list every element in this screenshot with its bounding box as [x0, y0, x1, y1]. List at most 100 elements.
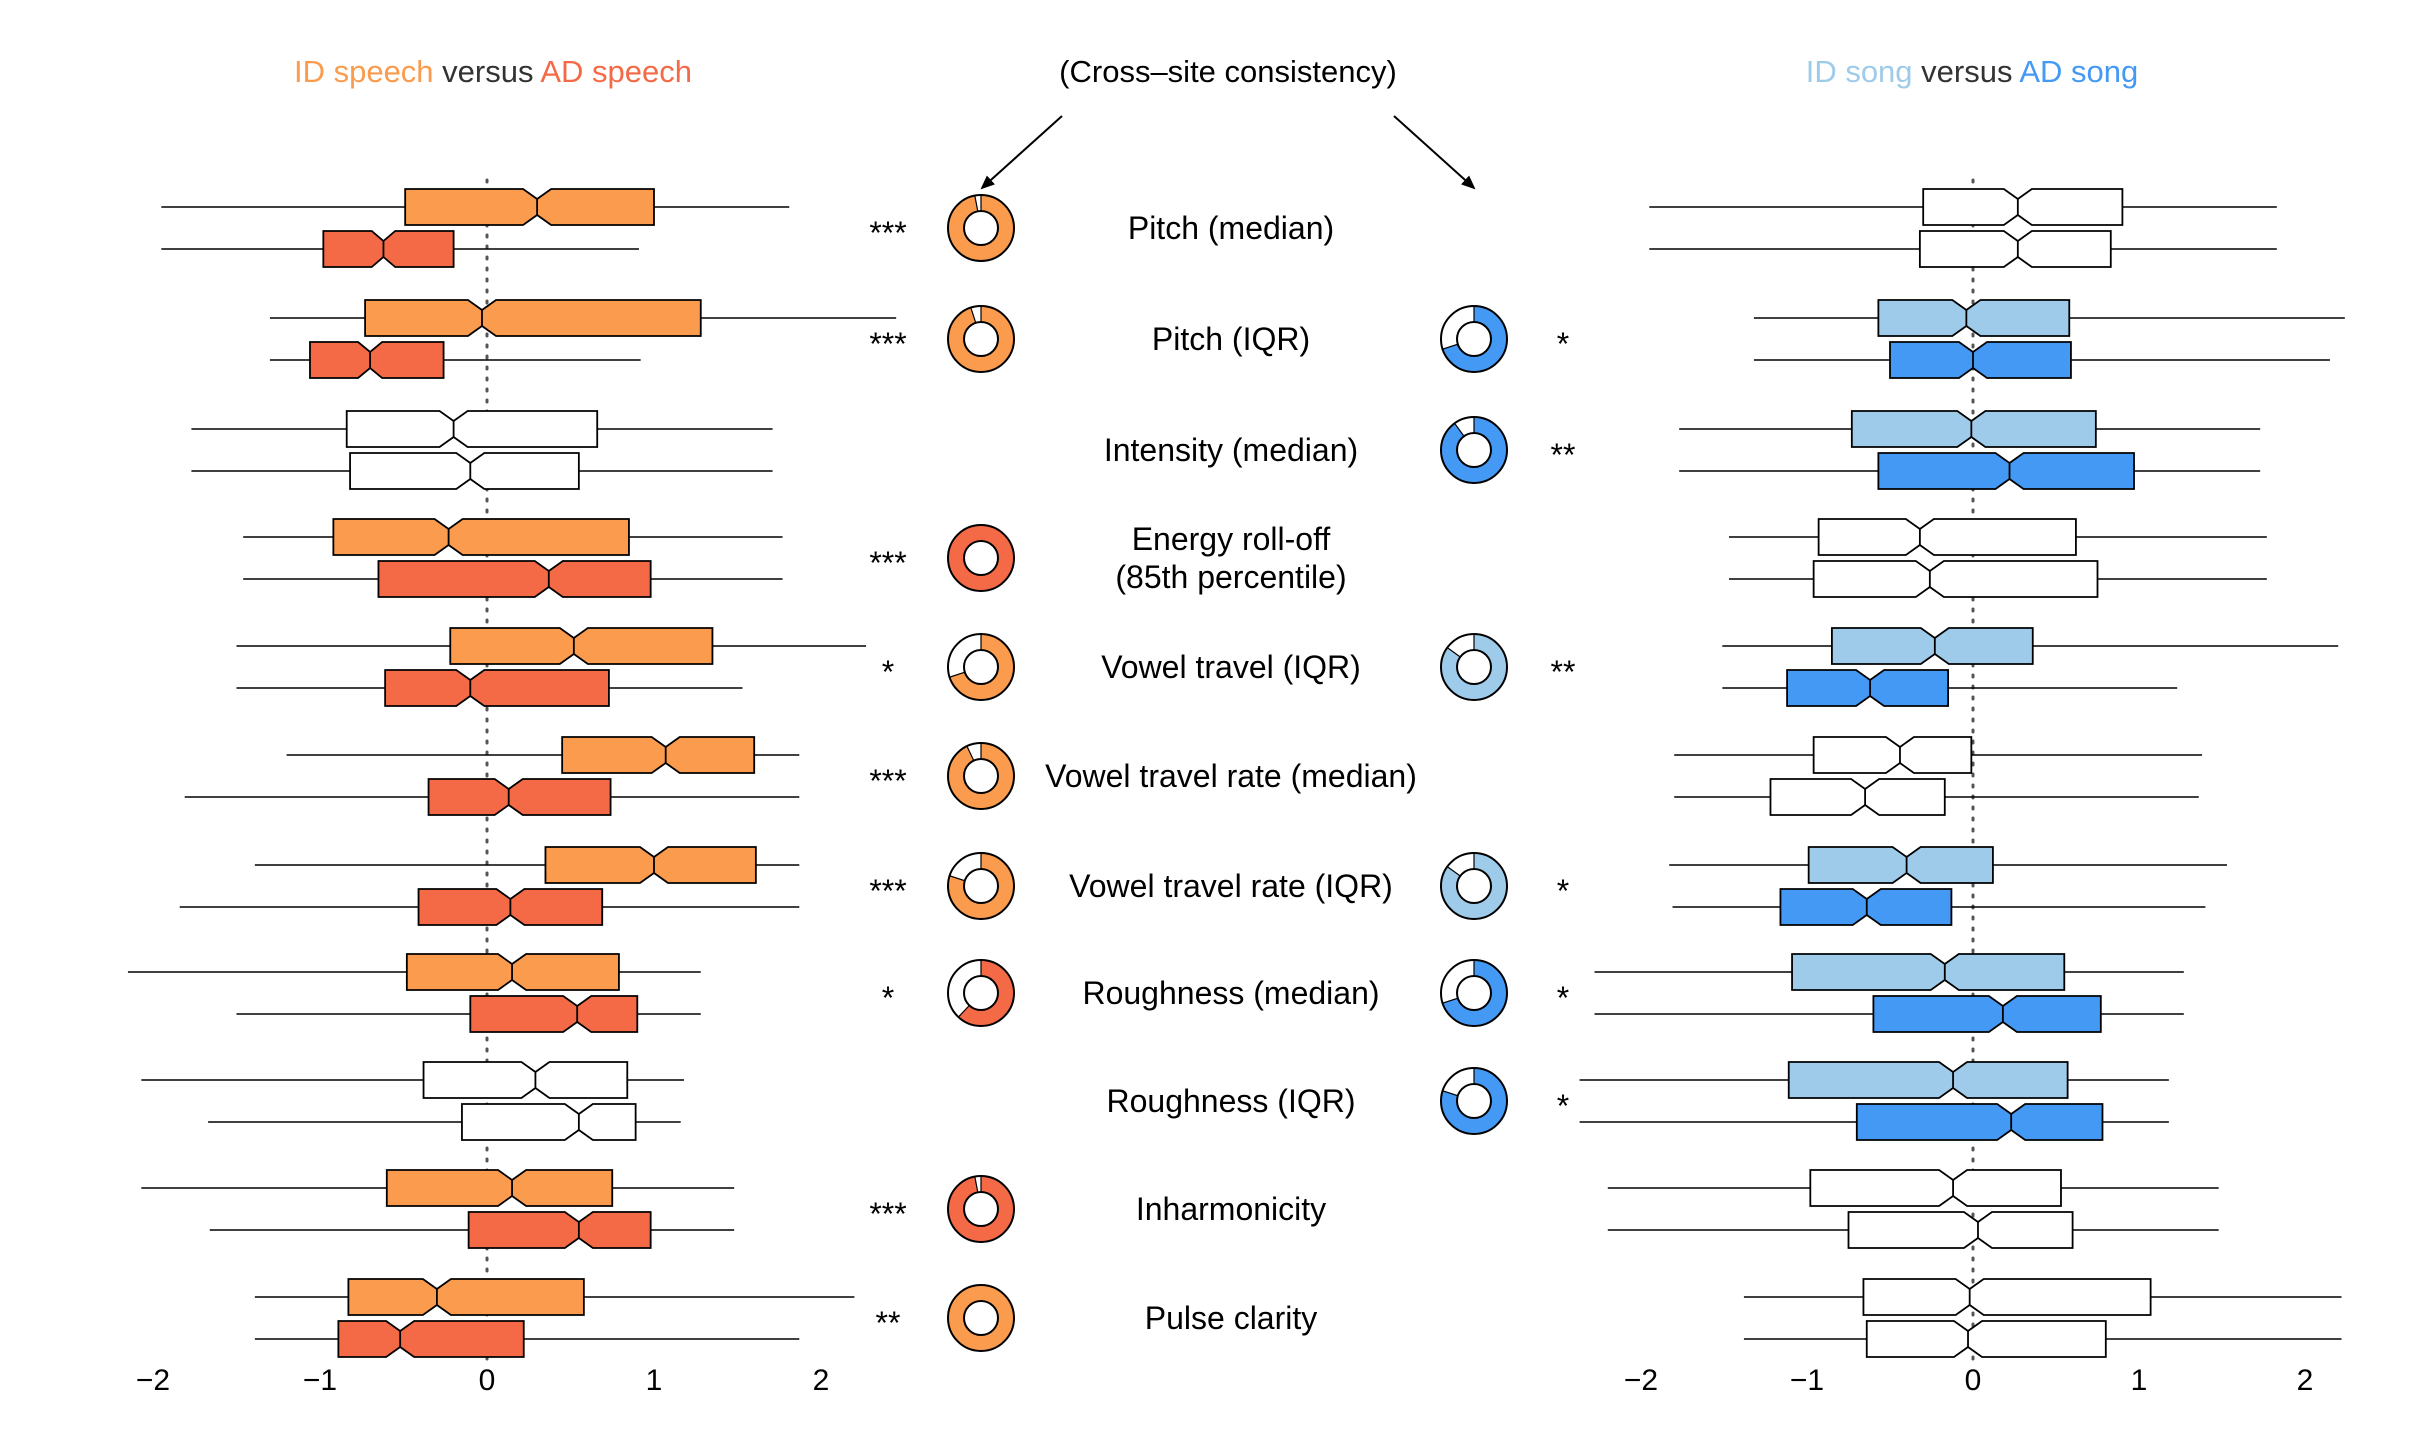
- speech-consistency-pie-1: [947, 194, 1015, 262]
- left-box-ad-1-box: [322, 230, 455, 268]
- left-box-ad-5-box: [384, 669, 610, 707]
- left-xtick-label: −1: [303, 1364, 337, 1397]
- speech-sig-8: *: [882, 980, 894, 1016]
- left-box-ad-6: [184, 778, 800, 816]
- right-box-id-2: [1753, 299, 2345, 337]
- right-box-id-2-box: [1877, 299, 2071, 337]
- arrow-to-speech-pies: [980, 115, 1063, 190]
- feature-label-9: Roughness (IQR): [1107, 1083, 1356, 1119]
- left-box-id-3-box: [345, 410, 599, 448]
- speech-sig-10: ***: [869, 1196, 906, 1232]
- right-box-ad-8-box: [1872, 995, 2102, 1033]
- right-box-id-3-box: [1850, 410, 2097, 448]
- right-box-id-8: [1594, 953, 2184, 991]
- left-box-ad-8-box: [469, 995, 639, 1033]
- feature-label-6: Vowel travel rate (median): [1045, 758, 1417, 794]
- right-xtick-label: −2: [1624, 1364, 1658, 1397]
- feature-label-7: Vowel travel rate (IQR): [1069, 868, 1393, 904]
- right-box-ad-11-box: [1865, 1320, 2107, 1358]
- speech-consistency-pie-10: [947, 1175, 1015, 1243]
- feature-label-2: Pitch (IQR): [1152, 321, 1310, 357]
- left-box-id-4-box: [332, 518, 630, 556]
- left-box-id-7-box: [544, 846, 757, 884]
- left-box-id-4: [243, 518, 783, 556]
- left-box-ad-11: [254, 1320, 800, 1358]
- left-box-ad-4-box: [377, 560, 652, 598]
- left-box-ad-4: [243, 560, 783, 598]
- header-center: (Cross–site consistency): [1059, 54, 1397, 89]
- right-xtick-label: 1: [2131, 1364, 2148, 1397]
- left-box-ad-9: [208, 1103, 681, 1141]
- left-box-id-5: [236, 627, 867, 665]
- right-box-ad-3-box: [1877, 452, 2135, 490]
- right-box-id-5-box: [1831, 627, 2034, 665]
- right-box-id-10: [1607, 1169, 2219, 1207]
- speech-consistency-pie-8: [947, 959, 1015, 1027]
- right-box-ad-9: [1579, 1103, 2169, 1141]
- header-left: ID speech versus AD speech: [294, 54, 692, 89]
- right-box-id-8-box: [1791, 953, 2066, 991]
- right-box-id-4-box: [1817, 518, 2077, 556]
- song-sig-3: **: [1551, 437, 1576, 473]
- left-box-ad-5: [236, 669, 743, 707]
- song-consistency-pie-9: [1440, 1067, 1508, 1135]
- left-box-id-6-box: [561, 736, 756, 774]
- left-boxplot-panel: −2 −1 0 1 2: [127, 178, 897, 1397]
- left-box-ad-9-box: [461, 1103, 637, 1141]
- left-box-id-11-box: [347, 1278, 585, 1316]
- right-box-id-6-box: [1812, 736, 1973, 774]
- left-box-ad-3: [191, 452, 773, 490]
- left-box-ad-2-box: [309, 341, 445, 379]
- feature-label-10: Inharmonicity: [1136, 1191, 1326, 1227]
- arrow-to-song-pies: [1393, 115, 1476, 190]
- left-xtick-label: −2: [136, 1364, 170, 1397]
- speech-sig-4: ***: [869, 545, 906, 581]
- right-box-ad-4-box: [1812, 560, 2099, 598]
- right-box-ad-10-box: [1847, 1211, 2074, 1249]
- right-box-id-6: [1674, 736, 2203, 774]
- feature-label-1: Pitch (median): [1128, 210, 1334, 246]
- right-box-ad-6-box: [1769, 778, 1946, 816]
- song-consistency-pie-3: [1440, 416, 1508, 484]
- song-sig-8: *: [1557, 980, 1569, 1016]
- speech-sig-5: *: [882, 654, 894, 690]
- right-boxplot-panel: −2 −1 0 1 2: [1579, 178, 2345, 1397]
- song-consistency-pie-8: [1440, 959, 1508, 1027]
- feature-label-5: Vowel travel (IQR): [1101, 649, 1361, 685]
- speech-consistency-pie-6: [947, 742, 1015, 810]
- speech-sig-1: ***: [869, 215, 906, 251]
- song-sig-5: **: [1551, 654, 1576, 690]
- right-xtick-label: 2: [2297, 1364, 2314, 1397]
- speech-consistency-pie-5: [947, 633, 1015, 701]
- right-box-ad-9-box: [1855, 1103, 2104, 1141]
- right-box-ad-5-box: [1786, 669, 1949, 707]
- right-box-id-10-box: [1809, 1169, 2062, 1207]
- right-box-ad-2: [1753, 341, 2330, 379]
- feature-label-4: Energy roll-off (85th percentile): [1115, 521, 1346, 595]
- left-box-ad-2: [269, 341, 641, 379]
- song-consistency-pie-2: [1440, 305, 1508, 373]
- left-box-id-2-box: [364, 299, 702, 337]
- song-consistency-pie-7: [1440, 852, 1508, 920]
- left-box-id-8: [127, 953, 701, 991]
- left-box-id-10-box: [385, 1169, 614, 1207]
- right-box-ad-11: [1743, 1320, 2342, 1358]
- left-xtick-label: 0: [479, 1364, 496, 1397]
- right-xtick-label: −1: [1790, 1364, 1824, 1397]
- header-left-part-2: versus: [434, 54, 541, 89]
- right-box-ad-4: [1728, 560, 2267, 598]
- feature-label-11: Pulse clarity: [1145, 1300, 1318, 1336]
- right-box-id-11: [1743, 1278, 2342, 1316]
- left-box-id-1: [161, 188, 790, 226]
- speech-sig-11: **: [876, 1305, 901, 1341]
- header-right-part-1: ID song: [1806, 54, 1913, 89]
- left-box-ad-1: [161, 230, 639, 268]
- left-box-id-10: [141, 1169, 735, 1207]
- right-box-ad-10: [1607, 1211, 2219, 1249]
- header-right-part-2: versus: [1913, 54, 2020, 89]
- right-box-ad-2-box: [1889, 341, 2072, 379]
- right-box-id-5: [1722, 627, 2339, 665]
- right-box-id-11-box: [1862, 1278, 2152, 1316]
- left-box-ad-7: [179, 888, 800, 926]
